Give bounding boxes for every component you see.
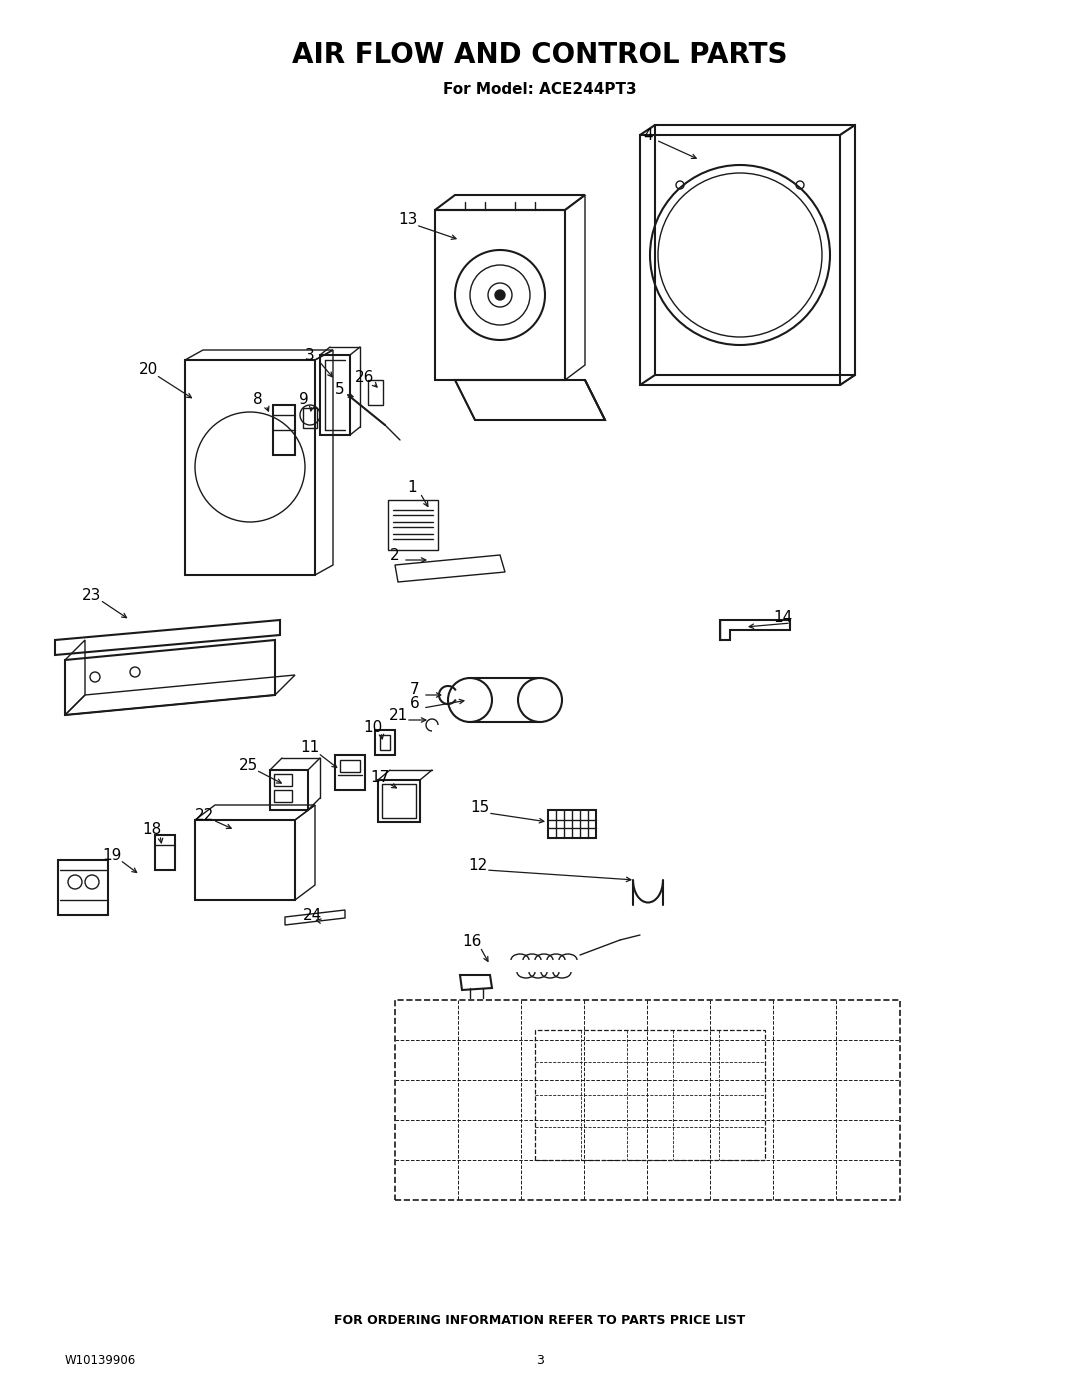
Text: 3: 3	[306, 348, 315, 362]
Text: FOR ORDERING INFORMATION REFER TO PARTS PRICE LIST: FOR ORDERING INFORMATION REFER TO PARTS …	[335, 1313, 745, 1327]
Bar	[395, 1000, 900, 1200]
Bar	[335, 754, 365, 789]
Bar	[378, 780, 420, 821]
Bar	[274, 774, 292, 787]
Text: For Model: ACE244PT3: For Model: ACE244PT3	[443, 82, 637, 98]
Text: 1: 1	[407, 481, 417, 496]
Text: 20: 20	[138, 362, 158, 377]
Text: 7: 7	[410, 683, 420, 697]
Text: 18: 18	[143, 823, 162, 837]
Text: 11: 11	[300, 740, 320, 756]
Text: 15: 15	[471, 800, 489, 816]
Text: 13: 13	[399, 212, 418, 228]
Text: W10139906: W10139906	[65, 1354, 136, 1366]
Bar	[368, 380, 383, 405]
Text: 16: 16	[462, 935, 482, 950]
Bar	[380, 735, 390, 750]
Text: 9: 9	[299, 393, 309, 408]
Bar	[156, 835, 175, 870]
Bar	[274, 789, 292, 802]
Text: 22: 22	[195, 807, 215, 823]
Text: 23: 23	[82, 588, 102, 602]
Text: 5: 5	[335, 383, 345, 398]
Bar	[303, 408, 318, 427]
Text: 17: 17	[370, 771, 390, 785]
Text: AIR FLOW AND CONTROL PARTS: AIR FLOW AND CONTROL PARTS	[293, 41, 787, 68]
Bar	[340, 760, 360, 773]
Text: 2: 2	[390, 548, 400, 563]
Text: 26: 26	[355, 370, 375, 386]
Bar	[548, 810, 596, 838]
Text: 3: 3	[536, 1354, 544, 1366]
Text: 10: 10	[363, 719, 382, 735]
Text: 6: 6	[410, 696, 420, 711]
Bar	[58, 861, 108, 915]
Text: 8: 8	[253, 393, 262, 408]
Text: 21: 21	[389, 707, 407, 722]
Circle shape	[495, 291, 505, 300]
Text: 24: 24	[302, 908, 322, 923]
Bar	[270, 770, 308, 810]
Text: 25: 25	[239, 757, 258, 773]
Bar	[382, 784, 416, 819]
Bar	[273, 405, 295, 455]
Text: 14: 14	[773, 610, 793, 626]
Bar	[375, 731, 395, 754]
Bar	[535, 1030, 765, 1160]
Text: 4: 4	[644, 127, 652, 142]
Text: 19: 19	[103, 848, 122, 862]
Text: 12: 12	[469, 858, 488, 873]
